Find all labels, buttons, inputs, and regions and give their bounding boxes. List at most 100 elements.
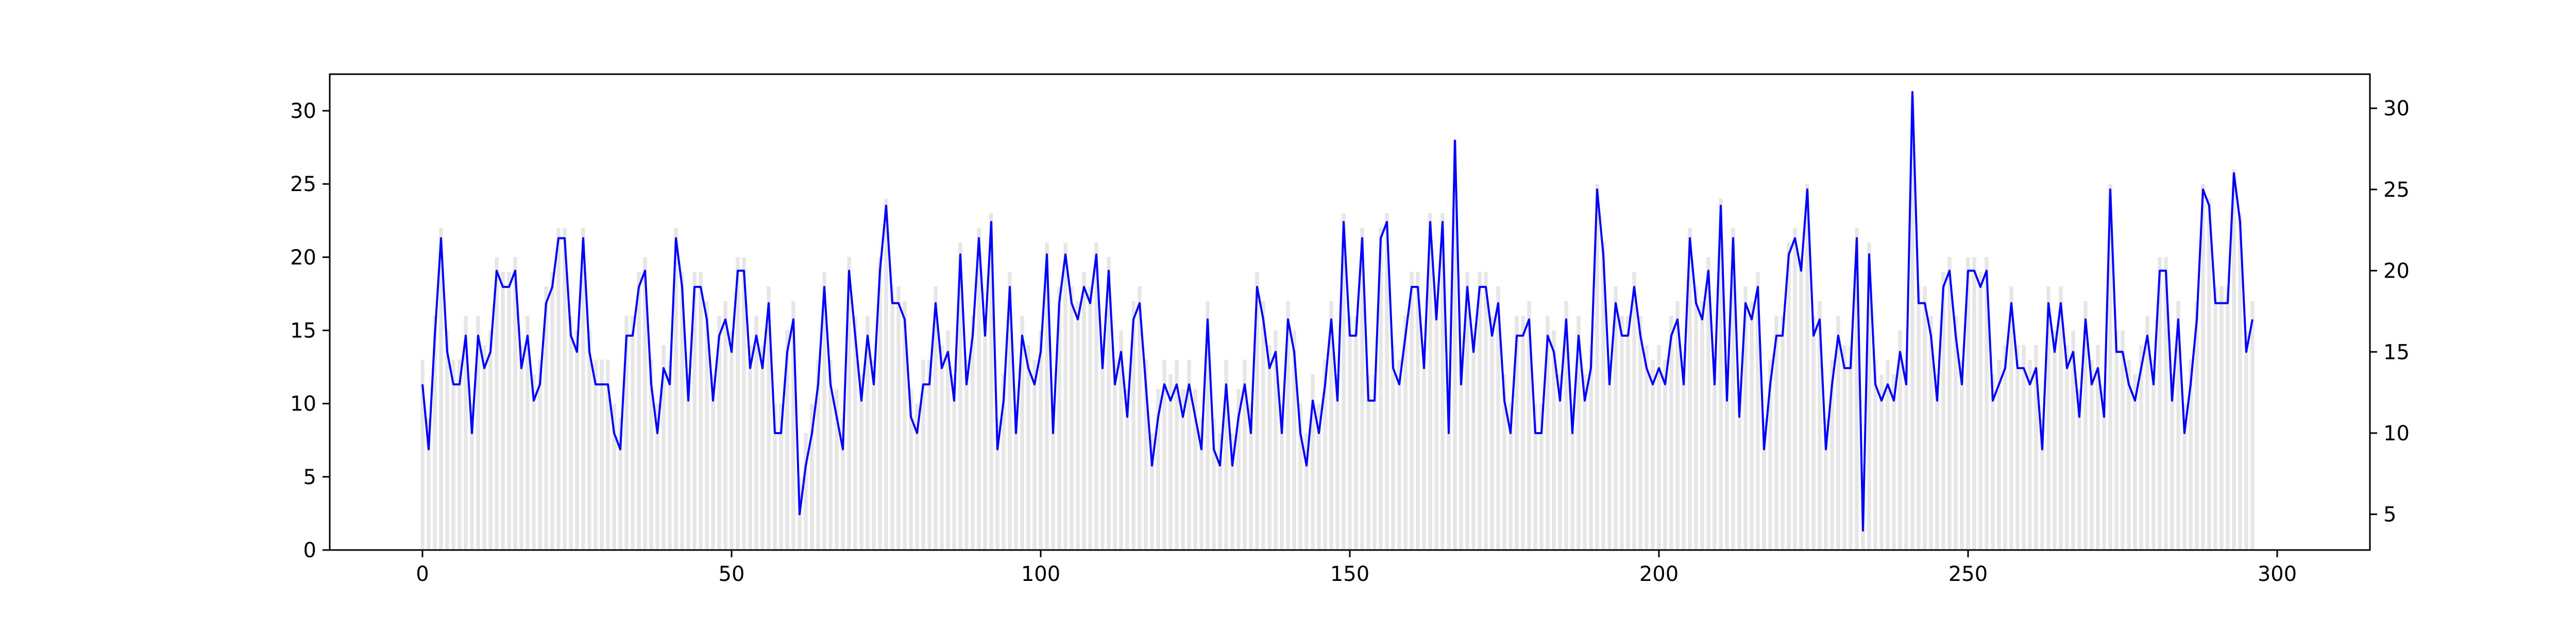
- bar: [2102, 389, 2106, 550]
- bar: [934, 286, 938, 550]
- bar: [742, 257, 746, 550]
- bar: [909, 389, 913, 550]
- bar: [2028, 359, 2032, 550]
- bar: [1694, 286, 1698, 550]
- bar: [1484, 271, 1488, 550]
- bar: [1836, 316, 1840, 550]
- bar: [1311, 374, 1315, 550]
- bar: [847, 257, 851, 550]
- bar: [1329, 301, 1333, 550]
- y-right-tick-label: 15: [2383, 340, 2410, 364]
- bar: [1682, 359, 1686, 550]
- bar: [526, 316, 530, 550]
- bar: [1298, 403, 1302, 550]
- bar: [1756, 271, 1760, 550]
- bar: [1638, 316, 1642, 550]
- bar: [1972, 257, 1976, 550]
- bar: [618, 418, 622, 550]
- bar: [1991, 374, 1995, 550]
- bar: [1416, 271, 1420, 550]
- bar: [2114, 330, 2119, 550]
- bar: [1601, 242, 1605, 550]
- bar: [1577, 316, 1581, 550]
- bar: [2189, 359, 2193, 550]
- bar: [2077, 389, 2081, 550]
- y-axis-left: 0 5 10 15 20 25 30: [290, 99, 330, 562]
- bar: [495, 257, 499, 550]
- bar: [457, 359, 462, 550]
- bar: [1546, 316, 1550, 550]
- bar: [958, 242, 962, 550]
- bar: [1867, 242, 1871, 550]
- bar: [631, 316, 635, 550]
- bar: [1249, 403, 1253, 550]
- bar: [779, 403, 783, 550]
- bar: [866, 316, 870, 550]
- bar: [643, 257, 647, 550]
- bar: [1842, 345, 1846, 550]
- bar: [1261, 301, 1265, 550]
- bar: [915, 403, 919, 550]
- bar: [1997, 359, 2001, 550]
- bar: [1274, 330, 1278, 550]
- bar: [859, 374, 863, 550]
- bar: [1509, 403, 1513, 550]
- bar: [2170, 374, 2174, 550]
- bar: [1119, 330, 1123, 550]
- bar: [1731, 228, 1735, 550]
- bar: [538, 359, 542, 550]
- bar: [1818, 301, 1822, 550]
- bar: [451, 359, 455, 550]
- bar: [1904, 359, 1908, 550]
- bar: [754, 316, 758, 550]
- bar: [600, 359, 604, 550]
- bar: [513, 257, 517, 550]
- y-left-tick-label: 25: [290, 173, 316, 196]
- line-series: [421, 91, 2253, 532]
- bar: [692, 271, 697, 550]
- bar: [1781, 316, 1785, 550]
- bar: [760, 345, 765, 550]
- y-left-tick-label: 0: [303, 539, 316, 562]
- bar: [1144, 359, 1148, 550]
- bar: [1811, 316, 1816, 550]
- bar: [1348, 316, 1352, 550]
- bar: [1107, 257, 1111, 550]
- bar: [668, 359, 672, 550]
- bar: [569, 316, 573, 550]
- bar: [427, 418, 431, 550]
- bar: [2022, 345, 2026, 550]
- bar: [1564, 301, 1568, 550]
- bar: [624, 316, 629, 550]
- y-left-tick-label: 15: [290, 319, 316, 343]
- y-left-tick-label: 10: [290, 392, 316, 416]
- bar: [1824, 418, 1828, 550]
- bar: [1447, 403, 1451, 550]
- bar: [946, 330, 950, 550]
- bar: [2040, 418, 2044, 550]
- bar: [1070, 286, 1074, 550]
- bar: [1527, 301, 1531, 550]
- bar: [1583, 374, 1587, 550]
- bar: [1935, 374, 1939, 550]
- bar: [1168, 374, 1173, 550]
- bar: [2226, 286, 2230, 550]
- bar: [1292, 330, 1296, 550]
- bar: [662, 345, 666, 550]
- bar: [853, 316, 857, 550]
- bar: [767, 286, 771, 550]
- bar: [1304, 433, 1309, 550]
- bar: [1422, 345, 1426, 550]
- bar: [2059, 286, 2063, 550]
- bar: [1589, 345, 1593, 550]
- bar: [2213, 286, 2217, 550]
- bar: [2053, 330, 2057, 550]
- bar: [2034, 345, 2038, 550]
- bar: [1917, 286, 1921, 550]
- bar: [1774, 316, 1778, 550]
- bar: [2145, 316, 2149, 550]
- bar: [1706, 257, 1710, 550]
- x-tick-label: 0: [416, 562, 429, 586]
- bar: [594, 359, 598, 550]
- bar: [507, 271, 511, 550]
